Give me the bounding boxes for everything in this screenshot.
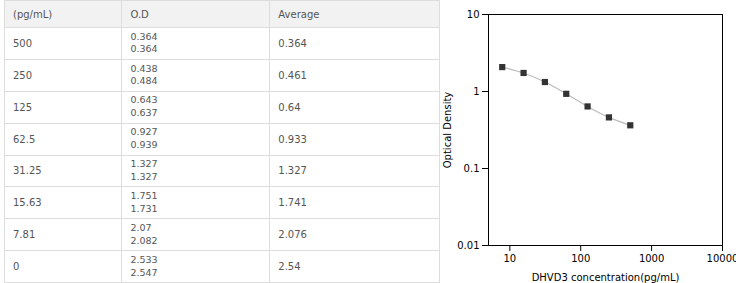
html-text:0.364: 0.364 <box>130 30 158 42</box>
html-text:125: 125 <box>13 101 33 113</box>
html-text:2.07: 2.07 <box>130 221 152 233</box>
html-text:0.927: 0.927 <box>130 126 158 138</box>
html-text:1.731: 1.731 <box>130 202 158 214</box>
html-text:(pg/mL): (pg/mL) <box>13 8 53 20</box>
svg-text:Optical Density: Optical Density <box>442 92 453 169</box>
html-text:2.076: 2.076 <box>278 229 307 241</box>
html-text:0.643: 0.643 <box>130 94 158 106</box>
html-text:1.751: 1.751 <box>130 190 158 201</box>
html-text:0.461: 0.461 <box>278 69 307 81</box>
html-text:0.438: 0.438 <box>130 62 158 74</box>
html-text:0.637: 0.637 <box>130 107 158 119</box>
html-text:2.082: 2.082 <box>130 234 158 246</box>
html-text:500: 500 <box>13 37 33 49</box>
html-text:15.63: 15.63 <box>13 197 42 209</box>
svg-text:0.1: 0.1 <box>464 163 480 174</box>
html-text:0.64: 0.64 <box>278 101 301 113</box>
html-text:62.5: 62.5 <box>13 133 36 145</box>
html-text:1.327: 1.327 <box>130 170 158 182</box>
html-text:0: 0 <box>13 261 20 273</box>
html-text:Average: Average <box>278 8 320 20</box>
html-text:0.364: 0.364 <box>130 43 158 55</box>
html-text:2.547: 2.547 <box>130 266 158 278</box>
svg-text:10000: 10000 <box>707 253 736 264</box>
svg-text:0.01: 0.01 <box>457 240 479 251</box>
html-text:250: 250 <box>13 69 33 81</box>
html-text:1.327: 1.327 <box>130 158 158 170</box>
html-text:O.D: O.D <box>130 8 149 20</box>
svg-text:100: 100 <box>571 253 590 264</box>
html-text:1.741: 1.741 <box>278 197 307 209</box>
svg-text:DHVD3 concentration(pg/mL): DHVD3 concentration(pg/mL) <box>532 272 680 283</box>
svg-text:1000: 1000 <box>639 253 664 264</box>
html-text:2.533: 2.533 <box>130 253 158 265</box>
html-text:0.939: 0.939 <box>130 139 158 151</box>
svg-text:10: 10 <box>503 253 516 264</box>
html-text:7.81: 7.81 <box>13 229 36 241</box>
svg-text:1: 1 <box>473 86 479 97</box>
html-text:31.25: 31.25 <box>13 165 42 177</box>
html-text:2.54: 2.54 <box>278 261 301 273</box>
svg-text:10: 10 <box>467 9 480 20</box>
html-text:0.933: 0.933 <box>278 133 307 145</box>
html-text:0.484: 0.484 <box>130 75 158 87</box>
html-text:0.364: 0.364 <box>278 37 307 49</box>
html-text:1.327: 1.327 <box>278 165 307 177</box>
